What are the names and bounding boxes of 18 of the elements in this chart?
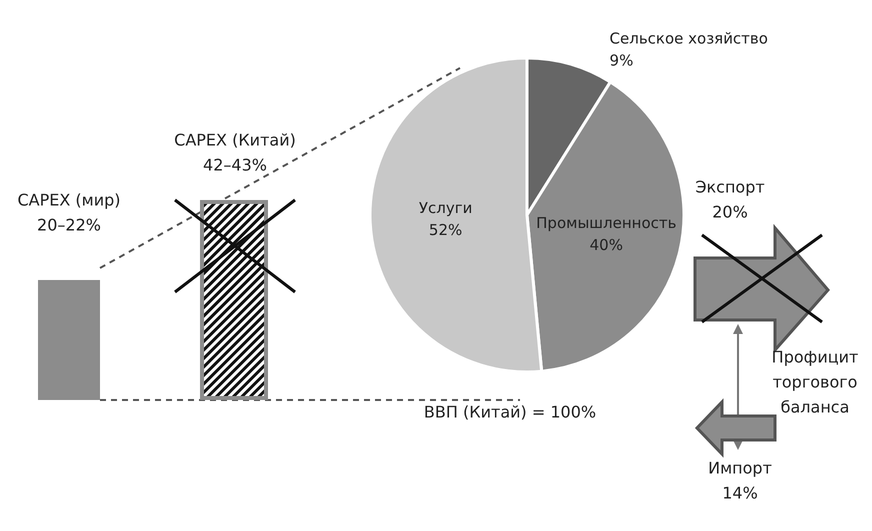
text: 42–43% <box>203 156 267 174</box>
data-label: 40% <box>590 236 623 254</box>
text: Профицит <box>772 348 858 366</box>
text: 14% <box>722 484 758 502</box>
slice-label: Услуги <box>418 198 472 217</box>
slice-label: Промышленность <box>536 214 676 232</box>
text: 20–22% <box>37 216 101 234</box>
text: CAPEX (Китай) <box>174 130 296 150</box>
text: 20% <box>712 202 748 222</box>
slice-label: Сельское хозяйство <box>610 30 768 48</box>
text: баланса <box>780 398 850 416</box>
data-label: 9% <box>610 52 634 70</box>
text: торгового <box>772 372 858 392</box>
text: CAPEX (мир) <box>17 190 121 210</box>
text: Экспорт <box>695 178 765 196</box>
text: ВВП (Китай) = 100% <box>424 402 596 422</box>
data-label: 52% <box>428 220 462 239</box>
text: Импорт <box>708 458 772 478</box>
